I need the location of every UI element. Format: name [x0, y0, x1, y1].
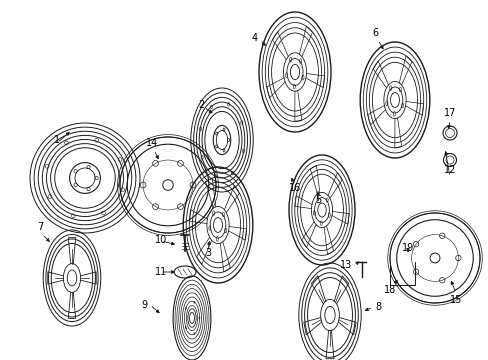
Text: 5: 5: [314, 195, 321, 205]
Text: 18: 18: [383, 285, 395, 295]
Text: 14: 14: [145, 138, 158, 148]
Text: 2: 2: [198, 100, 204, 110]
Text: 12: 12: [443, 165, 455, 175]
Text: 17: 17: [443, 108, 455, 118]
Text: 1: 1: [54, 135, 60, 145]
Text: 10: 10: [155, 235, 167, 245]
Text: 7: 7: [37, 222, 43, 232]
Text: 16: 16: [288, 183, 301, 193]
Text: 19: 19: [401, 243, 413, 253]
Text: 13: 13: [339, 260, 351, 270]
Text: 3: 3: [204, 248, 211, 258]
Text: 15: 15: [449, 295, 461, 305]
Text: 6: 6: [371, 28, 377, 38]
Text: 8: 8: [374, 302, 380, 312]
Text: 9: 9: [142, 300, 148, 310]
Text: 11: 11: [155, 267, 167, 277]
Text: 4: 4: [251, 33, 258, 43]
